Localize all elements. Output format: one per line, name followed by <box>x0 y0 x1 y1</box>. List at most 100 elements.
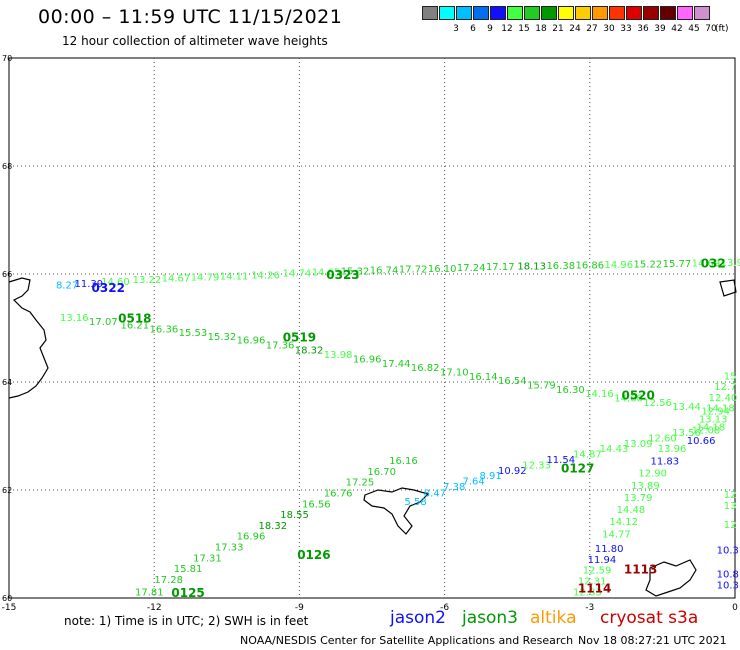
shetland-coastline <box>645 559 697 597</box>
wave-height-label: 14.67 <box>162 274 191 285</box>
pass-time-label: 0322 <box>92 281 125 295</box>
wave-height-label: 16.70 <box>367 467 396 478</box>
wave-height-label: 13.96 <box>658 444 687 455</box>
wave-height-label: 12.60 <box>648 433 677 444</box>
legend-swatch <box>524 6 540 20</box>
legend-swatch <box>660 6 676 20</box>
wave-height-label: 13.22 <box>133 275 162 286</box>
y-tick-label: 68 <box>2 162 12 171</box>
legend-swatch <box>609 6 625 20</box>
wave-height-label: 15.77 <box>663 259 692 270</box>
pass-time-label: 1114 <box>578 582 611 596</box>
wave-height-label: 13.99 <box>721 258 740 269</box>
wave-height-label: 15.32 <box>208 332 237 343</box>
wave-height-label: 12.90 <box>638 469 667 480</box>
satellite-legend-cryosat-s3a: cryosat s3a <box>600 608 699 628</box>
map-title: 00:00 – 11:59 UTC 11/15/2021 <box>38 6 343 28</box>
wave-height-label: 16.56 <box>302 499 331 510</box>
legend-bin-label: 15 <box>518 24 530 34</box>
wave-height-label: 12.08 <box>692 425 721 436</box>
wave-height-label: 18.32 <box>295 345 324 356</box>
wave-height-label: 13.13 <box>699 415 728 426</box>
wave-height-label: 13.79 <box>624 493 653 504</box>
wave-height-label: 12.83 <box>573 587 602 598</box>
wave-height-label: 14.11 <box>220 271 249 282</box>
legend-swatch <box>541 6 557 20</box>
legend-bin-label: 42 <box>671 24 683 34</box>
legend-swatch <box>694 6 710 20</box>
wave-height-label: 12.40 <box>709 393 738 404</box>
y-tick-label: 70 <box>2 54 12 63</box>
legend-bin-label: 30 <box>603 24 615 34</box>
legend-bin-label: 36 <box>637 24 649 34</box>
wave-height-label: 12 <box>724 490 737 501</box>
legend-swatch <box>558 6 574 20</box>
legend-swatch <box>592 6 608 20</box>
legend-bin-label: 33 <box>620 24 632 34</box>
wave-height-label: 17.31 <box>193 553 222 564</box>
wave-height-label: 13 <box>724 501 737 512</box>
wave-height-label: 14.96 <box>605 260 634 271</box>
wave-height-label: 12.33 <box>522 460 551 471</box>
wave-height-label: 15.22 <box>634 260 663 271</box>
wave-height-label: 16.82 <box>411 363 440 374</box>
x-tick-label: -6 <box>440 603 449 613</box>
x-tick-label: -12 <box>147 603 162 613</box>
legend-bin-label: 12 <box>501 24 513 34</box>
legend-bin-label: 3 <box>453 24 459 34</box>
faroe-islands-coastline <box>363 487 430 535</box>
wave-height-label: 16.30 <box>556 385 585 396</box>
legend-swatch <box>575 6 591 20</box>
legend-bin-label: 45 <box>688 24 700 34</box>
wave-height-label: 10.3 <box>717 580 739 591</box>
x-tick-label: 0 <box>732 603 738 613</box>
wave-height-label: 14.60 <box>101 277 130 288</box>
wave-height-label: 16.16 <box>389 456 418 467</box>
y-tick-label: 62 <box>2 486 12 495</box>
wave-height-label: 14.12 <box>609 517 638 528</box>
wave-height-label: 12.94 <box>701 406 730 417</box>
wave-height-label: 14.69 <box>692 258 721 269</box>
wave-height-label: 16.76 <box>324 488 353 499</box>
wave-height-label: 17.10 <box>440 368 469 379</box>
wave-height-label: 16.96 <box>353 355 382 366</box>
legend-bin-label: 9 <box>487 24 493 34</box>
legend-swatch <box>677 6 693 20</box>
wave-height-label: 12.7 <box>714 382 736 393</box>
wave-height-label: 8.27 <box>56 281 78 292</box>
legend-swatch <box>490 6 506 20</box>
wave-height-label: 13.44 <box>672 402 701 413</box>
wave-height-label: 16.54 <box>498 376 527 387</box>
x-tick-label: -15 <box>2 603 17 613</box>
legend-swatch <box>643 6 659 20</box>
wave-height-label: 16.74 <box>370 265 399 276</box>
wave-height-label: 14.74 <box>283 269 312 280</box>
wave-height-label: 7.38 <box>443 482 465 493</box>
wave-height-label: 17.36 <box>266 341 295 352</box>
map-frame <box>8 57 736 599</box>
legend-swatch <box>473 6 489 20</box>
wave-height-label: 8.91 <box>479 471 501 482</box>
wave-height-label: 13.89 <box>631 481 660 492</box>
wave-height-label: 17.81 <box>135 587 164 598</box>
wave-height-label: 5.58 <box>404 497 426 508</box>
wave-height-label: 14.16 <box>585 389 614 400</box>
pass-time-label: 032 <box>701 257 726 271</box>
wave-height-label: 10.8 <box>717 569 739 580</box>
wave-height-label: 18.32 <box>258 521 287 532</box>
wave-height-label: 14.18 <box>706 404 735 415</box>
legend-bin-label: 39 <box>654 24 666 34</box>
wave-height-label: 15.53 <box>179 328 208 339</box>
wave-height-label: 8.47 <box>424 488 446 499</box>
pass-time-label: 0125 <box>171 586 204 600</box>
wave-height-label: 7.64 <box>463 477 485 488</box>
wave-height-label: 12.59 <box>583 566 612 577</box>
wave-height-label: 18.55 <box>280 510 309 521</box>
wave-height-label: 17.28 <box>154 575 183 586</box>
wave-height-label: 10.3 <box>717 546 739 557</box>
wave-height-label: 14.87 <box>573 450 602 461</box>
wave-height-label: 17.44 <box>382 359 411 370</box>
pass-time-label: 0520 <box>621 388 654 402</box>
